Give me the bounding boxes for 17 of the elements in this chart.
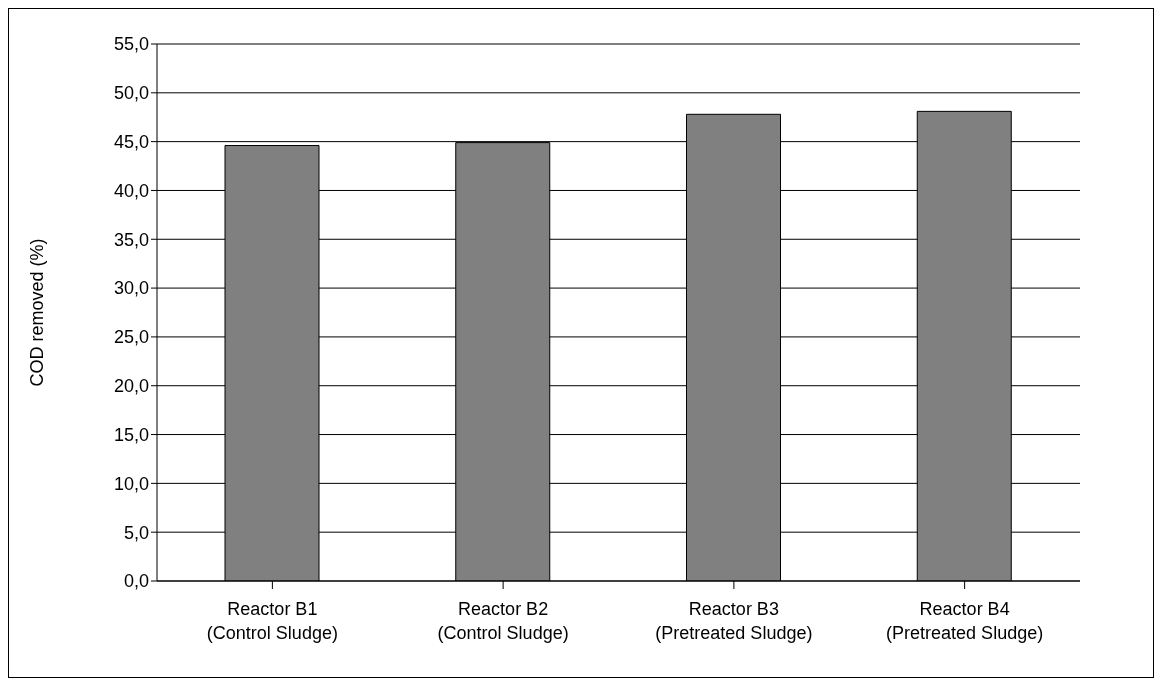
y-tick-label: 5,0 bbox=[123, 522, 149, 543]
y-tick-label: 35,0 bbox=[113, 229, 149, 250]
y-tick-label: 25,0 bbox=[113, 327, 149, 348]
x-tick-label: Reactor B2 (Control Sludge) bbox=[437, 599, 569, 643]
x-tick-label: Reactor B3 (Pretreated Sludge) bbox=[655, 599, 813, 643]
y-tick-label: 20,0 bbox=[113, 376, 149, 397]
y-tick-label: 40,0 bbox=[113, 180, 149, 201]
x-tick-label: Reactor B4 (Pretreated Sludge) bbox=[886, 599, 1044, 643]
y-tick-label: 0,0 bbox=[123, 571, 149, 592]
y-axis-title: COD removed (%) bbox=[27, 238, 48, 387]
y-tick-label: 45,0 bbox=[113, 132, 149, 153]
y-tick-label: 15,0 bbox=[113, 424, 149, 445]
x-tick-label: Reactor B1 (Control Sludge) bbox=[206, 599, 338, 643]
y-tick-label: 30,0 bbox=[113, 278, 149, 299]
y-tick-label: 50,0 bbox=[113, 83, 149, 104]
y-tick-label: 55,0 bbox=[113, 34, 149, 55]
y-tick-label: 10,0 bbox=[113, 473, 149, 494]
